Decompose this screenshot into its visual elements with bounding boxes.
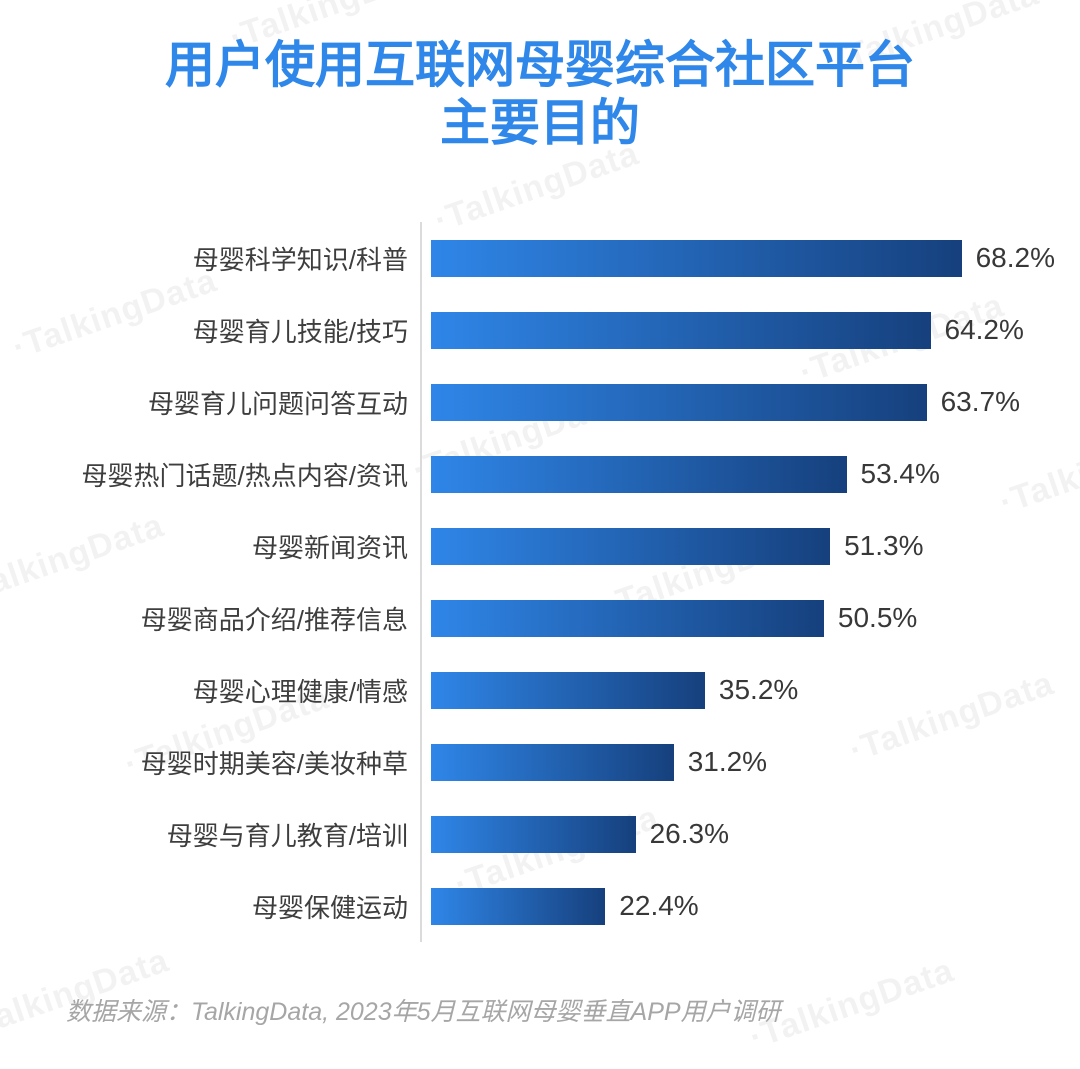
category-label: 母婴热门话题/热点内容/资讯: [81, 460, 408, 491]
bar: [431, 383, 927, 421]
value-label: 35.2%: [718, 674, 799, 705]
value-label: 64.2%: [944, 314, 1024, 345]
bar: [431, 815, 636, 853]
value-label: 31.2%: [687, 746, 768, 777]
bar: [431, 239, 962, 277]
bar-row: 母婴保健运动 22.4%: [0, 870, 1080, 942]
category-label: 母婴育儿技能/技巧: [192, 316, 408, 347]
bar: [431, 311, 931, 349]
bar-track: 26.3%: [420, 798, 1080, 870]
value-label: 26.3%: [649, 818, 729, 849]
bar-row: 母婴育儿技能/技巧 64.2%: [0, 294, 1080, 366]
bar-track: 22.4%: [420, 870, 1080, 942]
value-label: 53.4%: [860, 458, 940, 489]
category-label: 母婴育儿问题问答互动: [147, 388, 408, 419]
category-label: 母婴与育儿教育/培训: [166, 820, 408, 851]
bar-track: 35.2%: [420, 654, 1080, 726]
category-label: 母婴保健运动: [251, 892, 408, 923]
category-label: 母婴商品介绍/推荐信息: [140, 604, 408, 635]
chart-title-line2: 主要目的: [440, 95, 640, 151]
chart-title: 用户使用互联网母婴综合社区平台 主要目的: [0, 36, 1080, 152]
bar: [431, 743, 674, 781]
value-label: 51.3%: [844, 530, 924, 561]
bar-row: 母婴与育儿教育/培训 26.3%: [0, 798, 1080, 870]
bar-row: 母婴新闻资讯 51.3%: [0, 510, 1080, 582]
value-label: 50.5%: [837, 602, 918, 633]
value-label: 63.7%: [940, 386, 1020, 417]
bar: [431, 527, 831, 565]
bar-row: 母婴心理健康/情感 35.2%: [0, 654, 1080, 726]
category-label: 母婴科学知识/科普: [192, 244, 408, 275]
bar-row: 母婴科学知识/科普 68.2%: [0, 222, 1080, 294]
bar: [431, 455, 847, 493]
bar-track: 63.7%: [420, 366, 1080, 438]
data-source-note: 数据来源：TalkingData, 2023年5月互联网母婴垂直APP用户调研: [66, 998, 781, 1026]
bar-track: 50.5%: [420, 582, 1080, 654]
bar-row: 母婴时期美容/美妆种草 31.2%: [0, 726, 1080, 798]
bar: [431, 599, 824, 637]
bar-track: 64.2%: [420, 294, 1080, 366]
bar-row: 母婴商品介绍/推荐信息 50.5%: [0, 582, 1080, 654]
bar-row: 母婴育儿问题问答互动 63.7%: [0, 366, 1080, 438]
bar: [431, 887, 606, 925]
bar-track: 68.2%: [420, 222, 1080, 294]
bar-track: 31.2%: [420, 726, 1080, 798]
category-label: 母婴心理健康/情感: [192, 676, 408, 707]
bar: [431, 671, 705, 709]
bar-track: 51.3%: [420, 510, 1080, 582]
bar-chart: 母婴科学知识/科普 68.2% 母婴育儿技能/技巧 64.2% 母婴育儿问题问答互动 63…: [0, 222, 1080, 942]
category-label: 母婴时期美容/美妆种草: [140, 748, 408, 779]
value-label: 22.4%: [619, 890, 699, 921]
value-label: 68.2%: [975, 242, 1055, 273]
bar-track: 53.4%: [420, 438, 1080, 510]
category-label: 母婴新闻资讯: [251, 532, 408, 563]
chart-title-line1: 用户使用互联网母婴综合社区平台: [165, 37, 915, 93]
bar-row: 母婴热门话题/热点内容/资讯 53.4%: [0, 438, 1080, 510]
